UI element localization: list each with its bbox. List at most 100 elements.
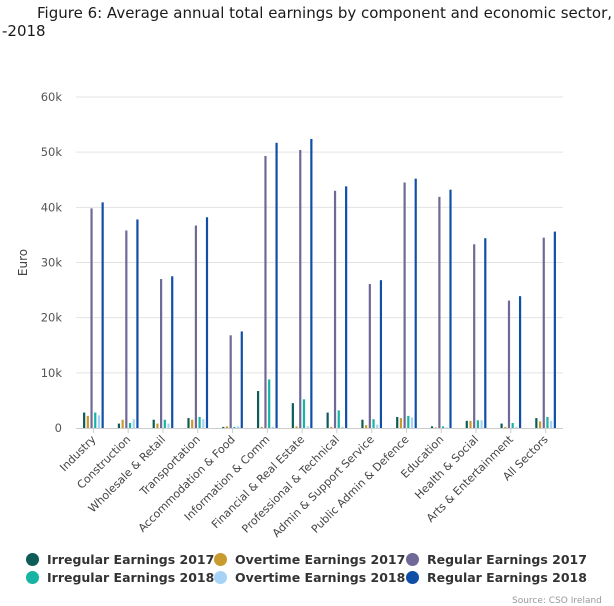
bar[interactable] (256, 391, 260, 428)
legend-label: Overtime Earnings 2018 (235, 570, 406, 585)
bar[interactable] (191, 419, 194, 428)
bar[interactable] (341, 426, 344, 428)
bar[interactable] (376, 424, 379, 428)
bar[interactable] (504, 426, 507, 428)
bar[interactable] (434, 427, 437, 428)
legend-label: Regular Earnings 2018 (427, 570, 587, 585)
bar[interactable] (449, 189, 452, 428)
bar[interactable] (295, 426, 298, 428)
bar[interactable] (379, 280, 383, 428)
bar[interactable] (515, 426, 518, 428)
bar[interactable] (473, 244, 476, 428)
bar[interactable] (271, 426, 274, 428)
bar[interactable] (268, 379, 271, 428)
bar[interactable] (442, 426, 445, 428)
bar[interactable] (94, 412, 97, 428)
bar[interactable] (538, 421, 542, 428)
bar[interactable] (90, 208, 93, 428)
bar[interactable] (299, 149, 302, 428)
bar[interactable] (240, 331, 243, 428)
bar[interactable] (326, 412, 329, 428)
bar[interactable] (542, 237, 545, 428)
bar[interactable] (306, 426, 309, 428)
bar[interactable] (330, 426, 333, 428)
bar[interactable] (236, 426, 240, 428)
bars[interactable] (83, 138, 556, 429)
bar[interactable] (160, 279, 163, 428)
bar[interactable] (291, 403, 294, 428)
bar[interactable] (518, 296, 522, 428)
bar[interactable] (410, 417, 414, 428)
bar[interactable] (500, 423, 503, 428)
bar[interactable] (546, 416, 549, 428)
bar[interactable] (202, 419, 205, 428)
bar[interactable] (480, 420, 483, 428)
bar[interactable] (121, 419, 124, 428)
bar[interactable] (225, 426, 229, 428)
bar[interactable] (233, 426, 236, 428)
bar[interactable] (345, 186, 348, 428)
bar[interactable] (438, 196, 441, 428)
bar[interactable] (361, 419, 364, 428)
bar[interactable] (187, 418, 190, 428)
bar[interactable] (260, 426, 263, 428)
bar[interactable] (337, 410, 340, 428)
bar[interactable] (535, 418, 538, 428)
bar[interactable] (445, 427, 448, 428)
legend-marker (214, 571, 227, 584)
bar[interactable] (399, 418, 403, 428)
bar[interactable] (156, 423, 159, 428)
legend-item[interactable]: Irregular Earnings 2017 (26, 552, 214, 567)
legend-item[interactable]: Irregular Earnings 2018 (26, 570, 214, 585)
legend-item[interactable]: Overtime Earnings 2018 (214, 570, 406, 585)
bar[interactable] (550, 420, 553, 428)
bar[interactable] (128, 423, 132, 428)
bar[interactable] (275, 142, 278, 428)
bar[interactable] (484, 238, 487, 428)
bar[interactable] (222, 426, 225, 428)
bar[interactable] (465, 420, 468, 428)
bar[interactable] (86, 415, 89, 428)
bar[interactable] (553, 231, 556, 428)
legend-item[interactable]: Overtime Earnings 2017 (214, 552, 406, 567)
bar[interactable] (310, 138, 313, 428)
bar[interactable] (469, 420, 472, 428)
legend-marker (214, 553, 227, 566)
bar[interactable] (125, 230, 128, 428)
bar[interactable] (136, 219, 139, 428)
bar[interactable] (396, 416, 399, 428)
bar[interactable] (333, 190, 337, 428)
legend-item[interactable]: Regular Earnings 2018 (406, 570, 596, 585)
bar[interactable] (97, 415, 101, 428)
x-tick-label: Health & Social (412, 433, 481, 502)
bar[interactable] (372, 419, 375, 428)
y-tick-label: 40k (41, 200, 63, 214)
chart-title-line-1: Figure 6: Average annual total earnings … (37, 4, 613, 22)
bar[interactable] (476, 420, 479, 428)
bar[interactable] (403, 182, 406, 428)
bar[interactable] (83, 412, 86, 428)
bar[interactable] (132, 419, 135, 428)
y-tick-label: 30k (41, 256, 63, 270)
bar[interactable] (198, 416, 201, 428)
bar[interactable] (365, 425, 368, 428)
bar[interactable] (205, 217, 209, 428)
bar[interactable] (194, 225, 197, 428)
bar[interactable] (264, 156, 267, 429)
bar[interactable] (171, 276, 174, 428)
bar[interactable] (368, 284, 371, 428)
bar[interactable] (511, 423, 514, 428)
bar[interactable] (414, 178, 417, 428)
bar[interactable] (117, 423, 121, 428)
bar[interactable] (167, 423, 170, 428)
bar[interactable] (430, 426, 434, 428)
source-credit[interactable]: Source: CSO Ireland (512, 596, 602, 606)
bar[interactable] (163, 419, 166, 428)
bar[interactable] (152, 419, 155, 428)
bar[interactable] (407, 415, 410, 428)
legend-item[interactable]: Regular Earnings 2017 (406, 552, 596, 567)
bar[interactable] (229, 335, 232, 428)
bar[interactable] (101, 202, 104, 428)
bar[interactable] (507, 300, 511, 428)
bar[interactable] (302, 399, 306, 428)
